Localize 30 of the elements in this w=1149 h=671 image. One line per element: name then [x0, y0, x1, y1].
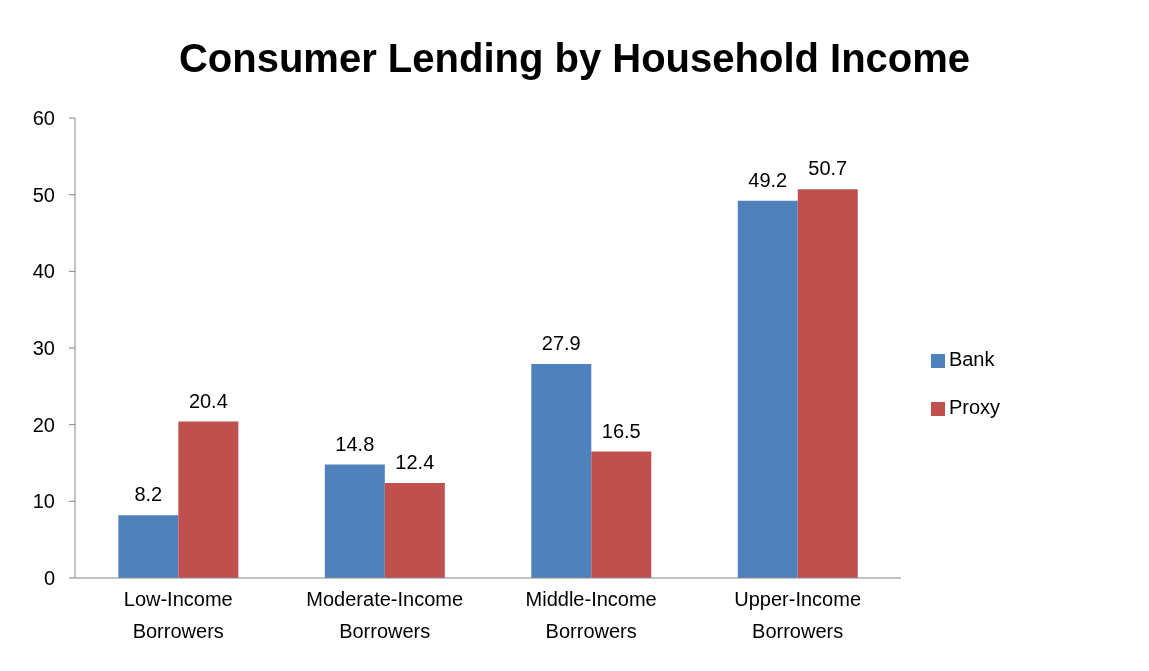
data-label: 16.5	[601, 419, 641, 442]
bar	[531, 364, 592, 578]
legend-label: Bank	[948, 348, 995, 370]
data-label: 50.7	[808, 157, 848, 180]
chart-title: Consumer Lending by Household Income	[177, 34, 972, 82]
bar	[384, 482, 445, 578]
bar	[324, 464, 385, 578]
y-tick-label: 0	[43, 567, 55, 590]
x-tick-label: Low-Income Borrowers	[123, 588, 233, 642]
x-tick-label: Moderate-Income Borrowers	[306, 588, 464, 642]
bar	[797, 189, 858, 578]
data-label: 27.9	[541, 332, 581, 355]
x-tick-label: Upper-Income Borrowers	[734, 588, 861, 642]
y-tick-label: 10	[32, 490, 55, 513]
x-tick-label: Middle-Income Borrowers	[525, 588, 657, 642]
y-tick-label: 60	[32, 107, 55, 130]
bar	[591, 451, 652, 578]
bar	[178, 421, 239, 578]
data-label: 49.2	[748, 168, 788, 191]
y-tick-label: 40	[32, 260, 55, 283]
data-label: 8.2	[134, 483, 163, 506]
bar	[737, 200, 798, 578]
y-tick-label: 30	[32, 337, 55, 360]
legend-label: Proxy	[948, 396, 1000, 418]
data-label: 20.4	[188, 389, 228, 412]
data-label: 12.4	[395, 450, 435, 473]
y-tick-label: 20	[32, 413, 55, 436]
y-tick-label: 50	[32, 183, 55, 206]
data-label: 14.8	[335, 432, 375, 455]
bar	[118, 515, 179, 578]
